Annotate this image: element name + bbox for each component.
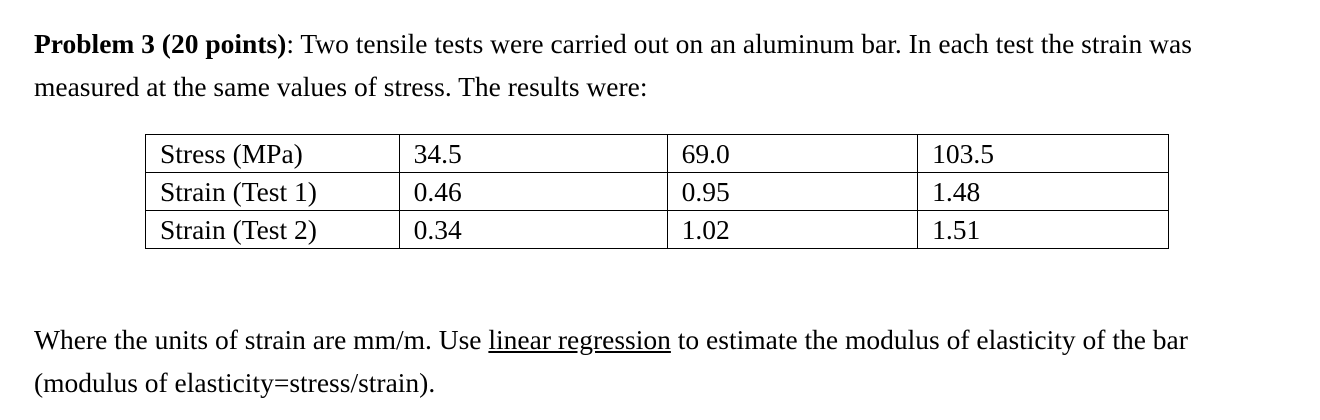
table-cell: 0.34 bbox=[398, 210, 668, 249]
table-cell: 103.5 bbox=[917, 134, 1169, 173]
table-cell: 1.51 bbox=[917, 210, 1169, 249]
problem-intro-text: : Two tensile tests were carried out on … bbox=[34, 28, 1192, 102]
linear-regression-emphasis: linear regression bbox=[488, 324, 671, 355]
instructions-before: Where the units of strain are mm/m. Use bbox=[34, 324, 489, 355]
problem-statement: Problem 3 (20 points): Two tensile tests… bbox=[34, 22, 1294, 108]
row-label-strain-test-1: Strain (Test 1) bbox=[145, 172, 400, 211]
problem-heading: Problem 3 (20 points) bbox=[34, 28, 287, 59]
table-cell: 1.02 bbox=[666, 210, 919, 249]
table-cell: 69.0 bbox=[666, 134, 919, 173]
table-row-strain-test-2: Strain (Test 2) 0.34 1.02 1.51 bbox=[145, 210, 1169, 249]
table-cell: 0.46 bbox=[398, 172, 668, 211]
row-label-stress: Stress (MPa) bbox=[145, 134, 400, 173]
table-cell: 0.95 bbox=[666, 172, 919, 211]
table-cell: 34.5 bbox=[398, 134, 668, 173]
table-row-strain-test-1: Strain (Test 1) 0.46 0.95 1.48 bbox=[145, 172, 1169, 211]
row-label-strain-test-2: Strain (Test 2) bbox=[145, 210, 400, 249]
tensile-test-table: Stress (MPa) 34.5 69.0 103.5 Strain (Tes… bbox=[145, 134, 1169, 249]
table-row-stress: Stress (MPa) 34.5 69.0 103.5 bbox=[145, 134, 1169, 173]
instructions-after: to estimate the modulus of elasticity of… bbox=[34, 324, 1188, 398]
instructions-text: Where the units of strain are mm/m. Use … bbox=[34, 318, 1294, 404]
table-cell: 1.48 bbox=[917, 172, 1169, 211]
